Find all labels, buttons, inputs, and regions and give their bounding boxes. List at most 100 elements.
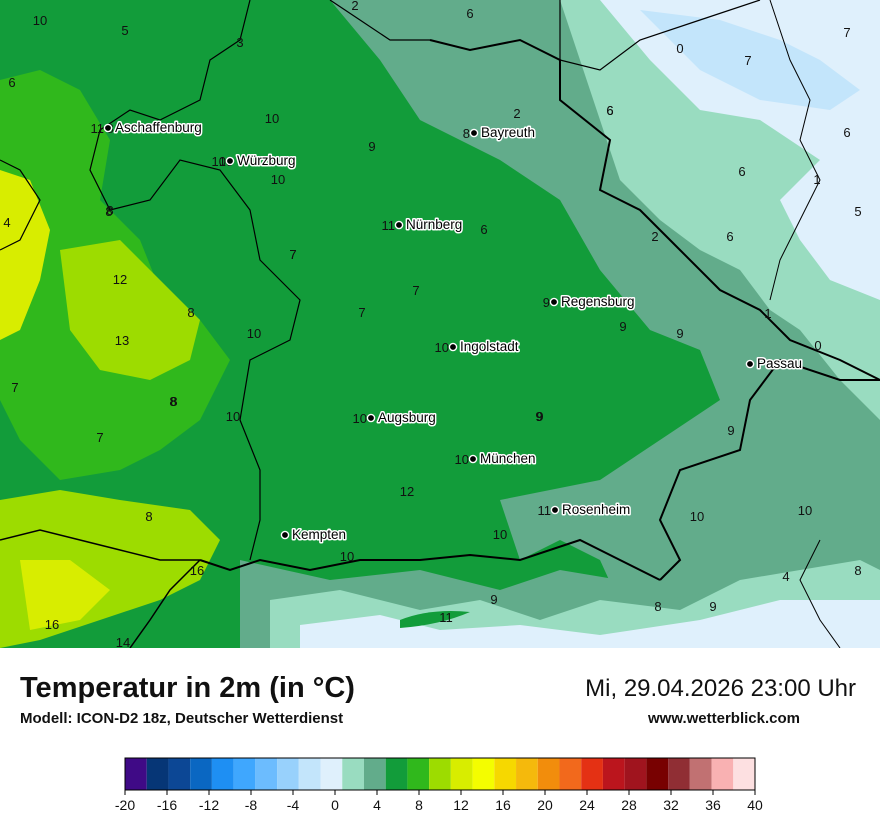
- legend-tick-label: -8: [245, 797, 258, 813]
- city-4[interactable]: 11 Nürnberg: [382, 216, 464, 234]
- legend-swatch: [668, 758, 690, 790]
- grid-value: 8: [106, 203, 113, 218]
- city-name: Rosenheim: [562, 502, 630, 517]
- legend-tick-label: 8: [415, 797, 423, 813]
- city-name: Bayreuth: [481, 125, 535, 140]
- legend-swatch: [146, 758, 169, 790]
- city-dot: [225, 156, 235, 166]
- site-link[interactable]: www.wetterblick.com: [648, 710, 800, 727]
- valid-datetime: Mi, 29.04.2026 23:00 Uhr: [585, 675, 856, 702]
- field-valley: [400, 611, 470, 628]
- legend-swatch: [211, 758, 234, 790]
- grid-value: 9: [368, 139, 375, 154]
- city-name: Würzburg: [237, 153, 296, 168]
- border-lake: [129, 559, 201, 648]
- city-value: 10: [353, 411, 367, 426]
- legend-swatch: [298, 758, 321, 790]
- borders: [0, 0, 880, 648]
- city-1[interactable]: 11 Aschaffenburg: [91, 119, 204, 137]
- grid-value: 12: [400, 484, 414, 499]
- legend-swatch: [646, 758, 669, 790]
- grid-value: 9: [536, 409, 543, 424]
- legend-tick-label: 4: [373, 797, 381, 813]
- legend-tick-label: 20: [537, 797, 553, 813]
- grid-value: 10: [798, 503, 812, 518]
- grid-value: 2: [513, 106, 520, 121]
- legend-swatch: [190, 758, 212, 790]
- city-8[interactable]: 10 Augsburg: [353, 409, 438, 427]
- grid-value: 9: [727, 423, 734, 438]
- city-dot: [745, 359, 755, 369]
- border-czech: [429, 38, 880, 381]
- grid-value: 12: [113, 272, 127, 287]
- grid-value: 6: [480, 222, 487, 237]
- grid-value: 5: [854, 204, 861, 219]
- legend-tick-label: 12: [453, 797, 469, 813]
- city-value: 8: [463, 126, 470, 141]
- city-dot: [468, 454, 478, 464]
- legend-swatch: [494, 758, 517, 790]
- city-dot: [550, 505, 560, 515]
- city-value: 10: [435, 340, 449, 355]
- legend-swatch: [277, 758, 299, 790]
- grid-value: 2: [651, 229, 658, 244]
- legend-tick-label: -20: [115, 797, 135, 813]
- grid-value: 7: [289, 247, 296, 262]
- legend-swatch: [733, 758, 755, 790]
- legend-swatch: [342, 758, 364, 790]
- grid-value: 8: [854, 563, 861, 578]
- border-west: [0, 159, 41, 251]
- legend-swatch: [537, 758, 560, 790]
- grid-value: 0: [814, 338, 821, 353]
- city-5[interactable]: 9 Regensburg: [543, 293, 636, 311]
- city-name: Passau: [757, 356, 802, 371]
- grid-value: 7: [11, 380, 18, 395]
- grid-value: 7: [96, 430, 103, 445]
- grid-value: 10: [247, 326, 261, 341]
- grid-value: 6: [606, 103, 613, 118]
- city-value: 11: [382, 218, 396, 233]
- border-cz-inner: [769, 0, 821, 301]
- grid-value: 4: [3, 215, 10, 230]
- city-value: 10: [212, 154, 226, 169]
- city-name: Ingolstadt: [460, 339, 519, 354]
- grid-value: 10: [271, 172, 285, 187]
- legend-tick-label: 16: [495, 797, 511, 813]
- city-2[interactable]: 10 Würzburg: [212, 152, 297, 170]
- city-9[interactable]: 10 München: [455, 450, 538, 468]
- city-dot: [448, 342, 458, 352]
- grid-value: 6: [606, 103, 613, 118]
- legend-swatch: [602, 758, 625, 790]
- city-3[interactable]: 8 Bayreuth: [463, 124, 537, 142]
- city-value: 10: [455, 452, 469, 467]
- city-dot: [549, 297, 559, 307]
- model-info: Modell: ICON-D2 18z, Deutscher Wetterdie…: [20, 710, 344, 727]
- grid-value: 6: [466, 6, 473, 21]
- legend-swatch: [450, 758, 473, 790]
- legend-swatch: [689, 758, 712, 790]
- grid-value: 6: [843, 125, 850, 140]
- city-value: 11: [538, 503, 552, 518]
- city-7[interactable]: Passau: [745, 355, 804, 373]
- grid-value: 16: [190, 563, 204, 578]
- grid-value: 3: [236, 35, 243, 50]
- border-thuringia: [329, 0, 430, 41]
- legend-tick-label: -12: [199, 797, 219, 813]
- border-saxony: [559, 0, 761, 71]
- city-name: Kempten: [292, 527, 346, 542]
- city-value: 9: [543, 295, 550, 310]
- legend-swatch: [363, 758, 386, 790]
- city-11[interactable]: Kempten: [280, 526, 348, 544]
- legend-swatch: [516, 758, 538, 790]
- grid-value: 1: [813, 172, 820, 187]
- legend-tick-label: 36: [705, 797, 721, 813]
- field-alps-2-4: [300, 600, 880, 648]
- legend-tick-label: -16: [157, 797, 177, 813]
- city-dot: [103, 123, 113, 133]
- legend-tick-label: -4: [287, 797, 300, 813]
- field-14-16-south: [20, 560, 110, 630]
- legend-swatch: [168, 758, 191, 790]
- city-10[interactable]: 11 Rosenheim: [538, 501, 632, 519]
- city-6[interactable]: 10 Ingolstadt: [435, 338, 521, 356]
- grid-values: 10 5 8 2 6 0 7 3 6 7 10 2 6 6 9 10 10 6 1 5 8 4 6 2 6 7 12 7 8 10 7 9 1 9…: [3, 0, 861, 648]
